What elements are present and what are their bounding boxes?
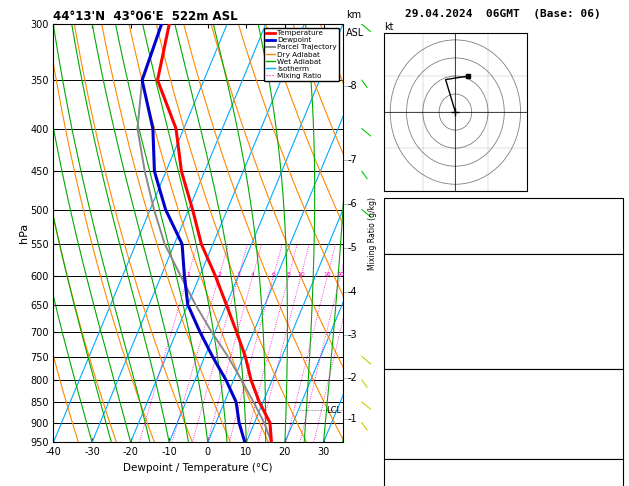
Text: -8: -8 — [348, 81, 358, 91]
Text: Mixing Ratio (g/kg): Mixing Ratio (g/kg) — [368, 197, 377, 270]
Text: CIN (J): CIN (J) — [393, 356, 426, 366]
Text: 10: 10 — [297, 273, 305, 278]
Text: Dewp (°C): Dewp (°C) — [393, 290, 447, 300]
Text: -7: -7 — [348, 155, 358, 165]
Text: 5: 5 — [606, 323, 613, 333]
Text: Lifted Index: Lifted Index — [393, 323, 455, 333]
Text: km: km — [346, 10, 362, 20]
Text: EH: EH — [393, 480, 408, 486]
Text: 4: 4 — [606, 480, 613, 486]
Text: 0: 0 — [606, 356, 613, 366]
Text: PW (cm): PW (cm) — [393, 240, 437, 250]
Text: 4: 4 — [251, 273, 255, 278]
Text: CIN (J): CIN (J) — [393, 447, 426, 456]
Text: -3: -3 — [348, 330, 358, 340]
Text: 249: 249 — [593, 447, 613, 456]
Text: 16: 16 — [323, 273, 331, 278]
Text: 6: 6 — [272, 273, 276, 278]
Text: -5: -5 — [348, 243, 358, 253]
Text: 316: 316 — [593, 307, 613, 317]
Text: CAPE (J): CAPE (J) — [393, 340, 435, 349]
Text: 24: 24 — [600, 202, 613, 212]
Text: 1.92: 1.92 — [590, 240, 613, 250]
Text: K: K — [393, 202, 400, 212]
Text: CAPE (J): CAPE (J) — [393, 432, 435, 441]
Text: 0: 0 — [606, 340, 613, 349]
Legend: Temperature, Dewpoint, Parcel Trajectory, Dry Adiabat, Wet Adiabat, Isotherm, Mi: Temperature, Dewpoint, Parcel Trajectory… — [264, 28, 339, 81]
Text: Totals Totals: Totals Totals — [393, 221, 456, 231]
Bar — [384, 459, 623, 486]
Text: -1: -1 — [348, 415, 358, 424]
Text: 44°13'N  43°06'E  522m ASL: 44°13'N 43°06'E 522m ASL — [53, 10, 238, 23]
Text: Most Unstable: Most Unstable — [466, 372, 540, 382]
Text: 900: 900 — [594, 386, 613, 397]
Text: Hodograph: Hodograph — [474, 463, 532, 473]
Text: 20: 20 — [337, 273, 344, 278]
Text: LCL: LCL — [326, 406, 342, 415]
X-axis label: Dewpoint / Temperature (°C): Dewpoint / Temperature (°C) — [123, 463, 273, 473]
Text: Surface: Surface — [483, 258, 523, 267]
Bar — [384, 254, 623, 369]
Text: 3: 3 — [237, 273, 241, 278]
Text: -4: -4 — [348, 287, 358, 297]
Text: 2: 2 — [217, 273, 221, 278]
Text: © weatheronline.co.uk: © weatheronline.co.uk — [451, 484, 555, 486]
Text: kt: kt — [384, 22, 393, 32]
Text: θᴇ(K): θᴇ(K) — [393, 307, 420, 317]
Text: 152: 152 — [593, 432, 613, 441]
Text: -1: -1 — [603, 417, 613, 427]
Y-axis label: hPa: hPa — [19, 223, 28, 243]
Text: 1: 1 — [186, 273, 190, 278]
Text: Pressure (mb): Pressure (mb) — [393, 386, 466, 397]
Text: -6: -6 — [348, 199, 358, 208]
Text: Lifted Index: Lifted Index — [393, 417, 455, 427]
Text: 29.04.2024  06GMT  (Base: 06): 29.04.2024 06GMT (Base: 06) — [405, 9, 601, 19]
Bar — [384, 198, 623, 254]
Text: 9.6: 9.6 — [596, 290, 613, 300]
Bar — [384, 369, 623, 459]
Text: θᴇ (K): θᴇ (K) — [393, 401, 423, 412]
Text: 16.5: 16.5 — [590, 274, 613, 284]
Text: 8: 8 — [287, 273, 291, 278]
Text: ASL: ASL — [346, 29, 365, 38]
Text: 326: 326 — [593, 401, 613, 412]
Text: 51: 51 — [600, 221, 613, 231]
Text: -2: -2 — [348, 373, 358, 382]
Text: Temp (°C): Temp (°C) — [393, 274, 445, 284]
